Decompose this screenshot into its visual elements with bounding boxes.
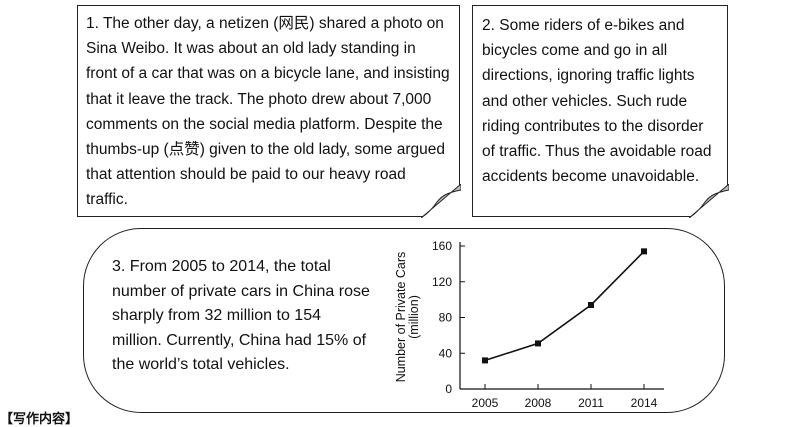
section-heading-cut: 【写作内容】 xyxy=(0,411,79,426)
panel-2-text: 2. Some riders of e-bikes and bicycles c… xyxy=(482,17,712,186)
y-axis-label: Number of Private Cars (million) xyxy=(394,252,421,383)
y-axis-label-line: Number of Private Cars xyxy=(394,252,408,383)
data-point xyxy=(588,301,594,308)
y-axis-label-line: (million) xyxy=(407,295,421,339)
page-curl-icon xyxy=(421,184,461,218)
y-tick-label: 0 xyxy=(445,382,452,396)
y-tick-label: 40 xyxy=(439,346,453,360)
y-tick-label: 160 xyxy=(432,239,452,253)
page-curl-icon xyxy=(689,184,729,218)
x-tick-label: 2011 xyxy=(578,396,604,410)
panel-1-card: 1. The other day, a netizen (网民) shared … xyxy=(77,5,461,218)
panel-3-card: 3. From 2005 to 2014, the total number o… xyxy=(83,228,725,413)
x-tick-label: 2014 xyxy=(631,396,658,410)
panel-1-text: 1. The other day, a netizen (网民) shared … xyxy=(86,15,450,209)
x-tick-label: 2008 xyxy=(525,396,552,410)
chart-marks xyxy=(482,248,647,364)
series-line xyxy=(484,250,645,362)
chart-labels: 0 40 80 120 160 2005 2008 2011 2014 Number of Pri… xyxy=(394,239,658,410)
x-tick-label: 2005 xyxy=(472,396,499,410)
y-tick-label: 120 xyxy=(432,275,452,289)
data-point xyxy=(482,357,488,364)
y-tick-label: 80 xyxy=(439,311,453,325)
panel-2-card: 2. Some riders of e-bikes and bicycles c… xyxy=(472,5,729,218)
data-point xyxy=(641,248,647,255)
data-point xyxy=(535,340,541,347)
chart-axes xyxy=(459,242,664,390)
panel-3-text: 3. From 2005 to 2014, the total number o… xyxy=(112,258,370,373)
